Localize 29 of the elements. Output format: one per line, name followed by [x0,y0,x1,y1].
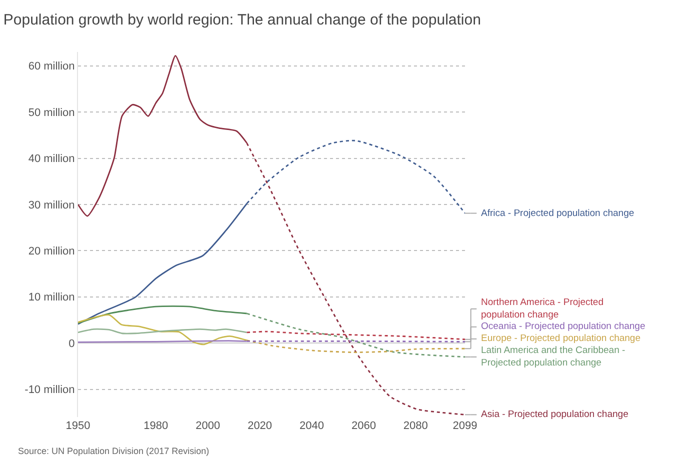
line-series [246,312,465,358]
series-label: Oceania - Projected population change [481,321,646,332]
series-label: Asia - Projected population change [481,409,628,420]
x-tick-label: 2000 [196,420,220,432]
x-tick-label: 2040 [300,420,324,432]
source-note: Source: UN Population Division (2017 Revision) [18,446,210,456]
x-tick-label: 2099 [452,420,478,432]
x-tick-label: 2080 [403,420,428,432]
line-series [78,305,248,324]
y-tick-label: 50 million [28,106,75,119]
y-tick-label: 20 million [28,246,75,258]
x-tick-label: 1950 [66,420,90,432]
line-series [246,330,465,340]
y-tick-label: 40 million [28,153,75,166]
x-tick-label: 2020 [248,420,272,432]
series-label: Africa - Projected population change [481,208,634,219]
line-series [78,314,248,346]
y-tick-label: 10 million [28,292,75,304]
y-tick-label: 0 [68,338,75,350]
y-tick-label: 60 million [28,60,75,73]
chart-title: Population growth by world region: The annual change of the population [3,12,481,29]
text: Northern America - Projected population change [481,297,604,320]
series-label: Europe - Projected population change [481,333,641,344]
series-label: Latin America and the Caribbean - Projected population change [481,345,626,368]
y-tick-label: 30 million [28,199,75,212]
y-tick-label: -10 million [24,384,75,396]
x-tick-label: 1980 [144,420,168,432]
x-tick-label: 2060 [351,420,376,432]
line-series [246,340,465,354]
